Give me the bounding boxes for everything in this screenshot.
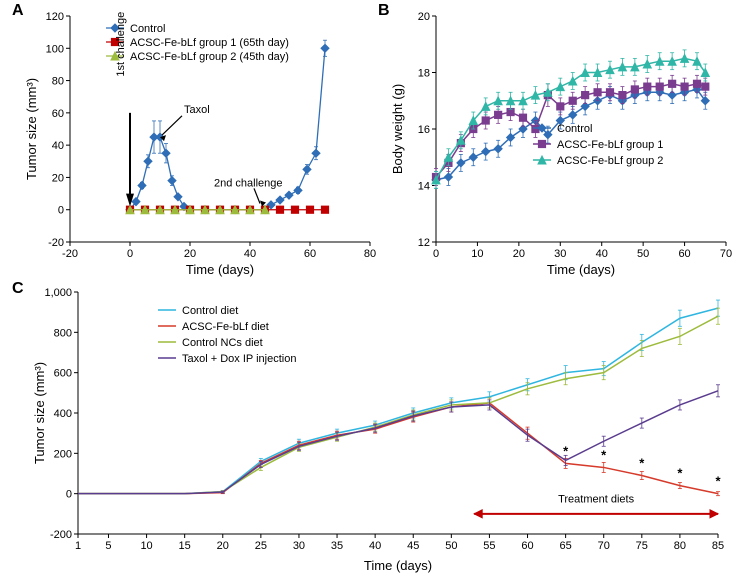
chart-panel-b: 0 10 20 30 40 50 60 70 12 14 16 18 20 Time (days) Body…	[388, 8, 734, 278]
svg-text:Tumor size (mm³): Tumor size (mm³)	[24, 78, 39, 180]
svg-text:*: *	[601, 447, 607, 462]
svg-text:ACSC-Fe-bLf group 2 (45th day): ACSC-Fe-bLf group 2 (45th day)	[130, 51, 289, 63]
svg-text:20: 20	[418, 11, 430, 23]
svg-text:ACSC-Fe-bLf diet: ACSC-Fe-bLf diet	[182, 321, 269, 333]
svg-text:60: 60	[678, 248, 690, 260]
svg-text:75: 75	[636, 540, 648, 552]
svg-text:Tumor size (mm³): Tumor size (mm³)	[32, 362, 47, 464]
svg-text:Time (days): Time (days)	[547, 262, 615, 277]
svg-text:-200: -200	[50, 529, 72, 541]
svg-text:50: 50	[445, 540, 457, 552]
svg-text:Control diet: Control diet	[182, 305, 238, 317]
svg-text:Taxol: Taxol	[184, 104, 210, 116]
svg-text:60: 60	[304, 248, 316, 260]
svg-text:10: 10	[471, 248, 483, 260]
svg-text:Treatment diets: Treatment diets	[558, 494, 635, 506]
svg-text:400: 400	[54, 408, 72, 420]
svg-text:18: 18	[418, 68, 430, 80]
svg-text:80: 80	[52, 76, 64, 88]
svg-text:2nd challenge: 2nd challenge	[214, 177, 283, 189]
svg-text:Taxol + Dox IP injection: Taxol + Dox IP injection	[182, 353, 296, 365]
svg-text:65: 65	[559, 540, 571, 552]
svg-text:15: 15	[179, 540, 191, 552]
figure-root: A B C -20020406080-20020406080100120Time…	[0, 0, 742, 578]
svg-text:80: 80	[364, 248, 376, 260]
svg-text:-20: -20	[48, 237, 64, 249]
svg-text:Time (days): Time (days)	[186, 262, 254, 277]
svg-text:16: 16	[418, 124, 430, 136]
svg-text:40: 40	[244, 248, 256, 260]
svg-text:14: 14	[418, 181, 430, 193]
svg-text:20: 20	[513, 248, 525, 260]
svg-text:20: 20	[217, 540, 229, 552]
svg-text:Body weight (g): Body weight (g)	[390, 84, 405, 174]
svg-text:ACSC-Fe-bLf group 1 (65th day): ACSC-Fe-bLf group 1 (65th day)	[130, 37, 289, 49]
svg-text:70: 70	[720, 248, 732, 260]
svg-text:10: 10	[140, 540, 152, 552]
svg-text:40: 40	[52, 140, 64, 152]
svg-text:0: 0	[58, 205, 64, 217]
svg-text:*: *	[563, 443, 569, 458]
svg-text:20: 20	[52, 172, 64, 184]
svg-text:0: 0	[66, 489, 72, 501]
svg-text:*: *	[715, 474, 721, 489]
svg-text:40: 40	[596, 248, 608, 260]
svg-text:25: 25	[255, 540, 267, 552]
svg-text:1st challenge: 1st challenge	[115, 12, 127, 77]
svg-text:200: 200	[54, 448, 72, 460]
svg-text:Control: Control	[557, 123, 592, 135]
svg-text:55: 55	[483, 540, 495, 552]
svg-text:800: 800	[54, 327, 72, 339]
svg-text:1: 1	[75, 540, 81, 552]
svg-text:70: 70	[598, 540, 610, 552]
svg-text:60: 60	[521, 540, 533, 552]
svg-text:20: 20	[184, 248, 196, 260]
svg-text:5: 5	[105, 540, 111, 552]
svg-text:30: 30	[554, 248, 566, 260]
svg-text:*: *	[677, 466, 683, 481]
svg-text:45: 45	[407, 540, 419, 552]
chart-panel-a: -20 0 20 40 60 80 -20 0 20 40 60 80 100 120 Time (days…	[18, 8, 378, 278]
svg-text:600: 600	[54, 368, 72, 380]
svg-text:80: 80	[674, 540, 686, 552]
svg-text:50: 50	[637, 248, 649, 260]
svg-text:12: 12	[418, 237, 430, 249]
svg-text:-20: -20	[62, 248, 78, 260]
svg-text:0: 0	[433, 248, 439, 260]
svg-text:ACSC-Fe-bLf group 2: ACSC-Fe-bLf group 2	[557, 155, 663, 167]
svg-text:40: 40	[369, 540, 381, 552]
chart-panel-c: 1510152025303540455055606570758085-20002…	[18, 286, 730, 574]
svg-text:60: 60	[52, 108, 64, 120]
svg-text:120: 120	[46, 11, 64, 23]
svg-text:1,000: 1,000	[44, 287, 72, 299]
svg-text:0: 0	[127, 248, 133, 260]
svg-text:ACSC-Fe-bLf group 1: ACSC-Fe-bLf group 1	[557, 139, 663, 151]
svg-text:Control: Control	[130, 23, 165, 35]
svg-text:*: *	[639, 456, 645, 471]
svg-text:100: 100	[46, 43, 64, 55]
svg-text:35: 35	[331, 540, 343, 552]
svg-text:30: 30	[293, 540, 305, 552]
svg-text:Time (days): Time (days)	[364, 558, 432, 573]
svg-text:Control NCs diet: Control NCs diet	[182, 337, 263, 349]
svg-text:85: 85	[712, 540, 724, 552]
